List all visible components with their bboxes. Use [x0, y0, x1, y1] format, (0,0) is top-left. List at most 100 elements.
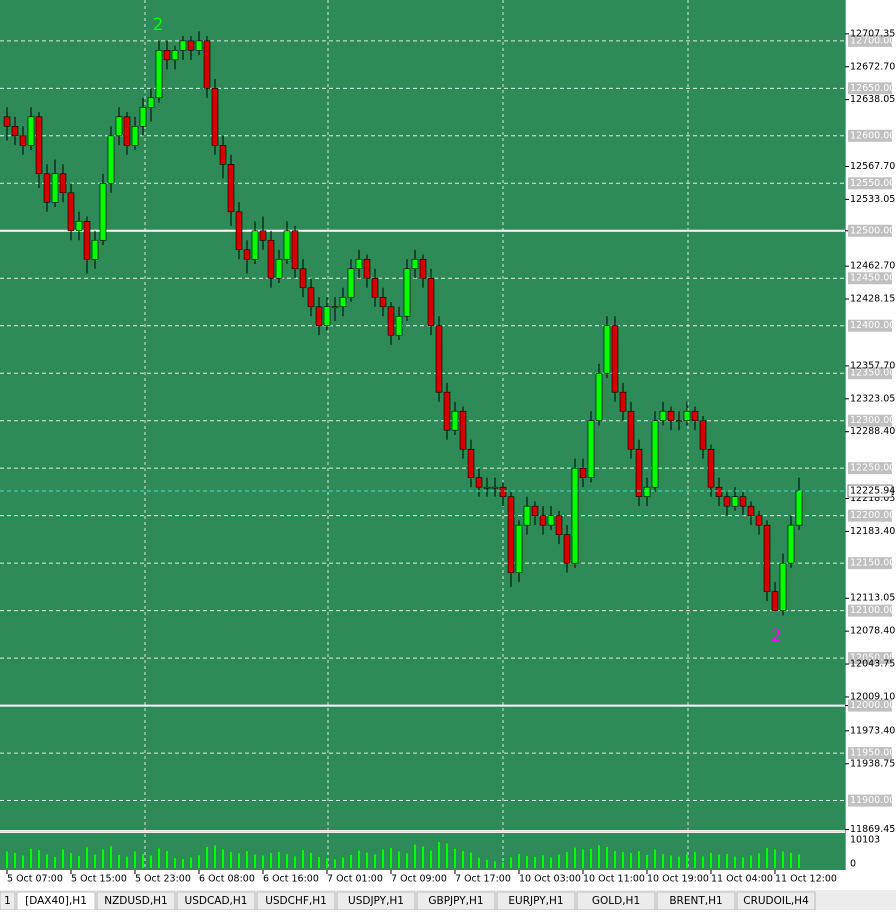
current-price-box: [847, 484, 893, 498]
candle-body: [715, 486, 723, 497]
x-tick-label: 7 Oct 17:00: [455, 874, 511, 885]
candle-body: [275, 258, 283, 279]
level-label-box: [848, 129, 892, 142]
level-label-box: [848, 224, 892, 237]
x-tick-label: 6 Oct 16:00: [263, 874, 319, 885]
x-tick-label: 5 Oct 07:00: [7, 874, 63, 885]
tab-label[interactable]: USDCHF,H1: [265, 895, 327, 907]
level-label: 12450.00: [850, 273, 895, 284]
candle-body: [475, 477, 483, 488]
y-tick-label: 12183.40: [850, 526, 895, 537]
candle-body: [611, 325, 619, 393]
chart-tab[interactable]: GOLD,H1: [576, 891, 656, 911]
level-label-box: [848, 367, 892, 380]
candle-body: [451, 410, 459, 431]
candle-body: [499, 486, 507, 497]
level-label: 12050.00: [850, 653, 895, 664]
candle-body: [307, 287, 315, 308]
chart-tab[interactable]: NZDUSD,H1: [96, 891, 176, 911]
chart-tab[interactable]: USDJPY,H1: [336, 891, 416, 911]
tab-label[interactable]: [DAX40],H1: [25, 895, 87, 907]
level-label-box: [848, 34, 892, 47]
tab-label[interactable]: CRUDOIL,H4: [743, 895, 809, 907]
level-label: 12300.00: [850, 415, 895, 426]
candle-body: [723, 496, 731, 507]
candle-body: [315, 306, 323, 327]
candle-body: [331, 306, 339, 309]
tab-label[interactable]: 1: [4, 895, 11, 907]
tab-label[interactable]: USDJPY,H1: [348, 895, 404, 907]
candle-body: [259, 230, 267, 241]
candle-body: [139, 107, 147, 127]
candle-body: [427, 277, 435, 327]
y-tick-label: 11869.45: [850, 824, 895, 835]
candle-body: [379, 296, 387, 308]
tab-label[interactable]: GOLD,H1: [592, 895, 640, 907]
candle-body: [675, 420, 683, 422]
candle-body: [155, 50, 163, 99]
tab-label[interactable]: BRENT,H1: [669, 895, 722, 907]
y-tick-label: 11973.40: [850, 725, 895, 736]
level-label-box: [848, 272, 892, 285]
volume-tick-label: 0: [850, 859, 856, 870]
candle-body: [683, 410, 691, 421]
level-label: 12000.00: [850, 700, 895, 711]
chart-tab[interactable]: CRUDOIL,H4: [736, 891, 816, 911]
level-label-box: [848, 747, 892, 760]
candle-body: [411, 258, 419, 270]
candle-body: [699, 420, 707, 450]
candle-body: [563, 534, 571, 564]
level-label-box: [848, 652, 892, 665]
level-label-box: [848, 557, 892, 570]
candle-body: [755, 515, 763, 526]
candle-body: [339, 296, 347, 308]
level-label-box: [848, 462, 892, 475]
chart-tab[interactable]: [DAX40],H1: [16, 891, 96, 911]
candle-body: [371, 277, 379, 298]
y-tick-label: 12357.70: [850, 360, 895, 371]
candle-body: [123, 116, 131, 146]
chart-tab[interactable]: GBPJPY,H1: [416, 891, 496, 911]
candle-body: [779, 562, 787, 611]
candle-body: [587, 420, 595, 478]
candle-body: [363, 258, 371, 279]
candle-body: [555, 515, 563, 535]
tab-label[interactable]: GBPJPY,H1: [428, 895, 483, 907]
candle-body: [107, 135, 115, 184]
candle-body: [67, 192, 75, 232]
y-tick-label: 12218.05: [850, 493, 895, 504]
chart-tab[interactable]: EURJPY,H1: [496, 891, 576, 911]
x-tick-label: 7 Oct 01:00: [327, 874, 383, 885]
candle-body: [459, 410, 467, 450]
candle-body: [323, 306, 331, 327]
candle-body: [195, 40, 203, 51]
candle-body: [59, 173, 67, 194]
y-tick-label: 12323.05: [850, 393, 895, 404]
candle-body: [179, 40, 187, 51]
chart-tab[interactable]: USDCAD,H1: [176, 891, 256, 911]
candle-body: [523, 505, 531, 526]
candle-body: [355, 258, 363, 270]
candle-body: [27, 116, 35, 146]
level-label: 12350.00: [850, 368, 895, 379]
tab-label[interactable]: EURJPY,H1: [508, 895, 563, 907]
level-label: 12200.00: [850, 510, 895, 521]
y-tick-label: 12113.05: [850, 593, 895, 604]
chart-tab[interactable]: 1: [0, 891, 16, 911]
candle-body: [795, 490, 803, 526]
level-label-box: [848, 82, 892, 95]
level-label-box: [848, 319, 892, 332]
tab-label[interactable]: USDCAD,H1: [185, 895, 248, 907]
x-tick-label: 11 Oct 12:00: [775, 874, 837, 885]
candle-body: [467, 448, 475, 478]
candle-body: [227, 163, 235, 213]
candle-body: [747, 505, 755, 516]
tab-label[interactable]: NZDUSD,H1: [104, 895, 167, 907]
chart-tab[interactable]: USDCHF,H1: [256, 891, 336, 911]
candle-body: [395, 315, 403, 336]
y-tick-label: 12533.05: [850, 194, 895, 205]
candle-body: [267, 239, 275, 279]
candle-body: [83, 220, 91, 260]
candle-body: [603, 325, 611, 374]
chart-tab[interactable]: BRENT,H1: [656, 891, 736, 911]
